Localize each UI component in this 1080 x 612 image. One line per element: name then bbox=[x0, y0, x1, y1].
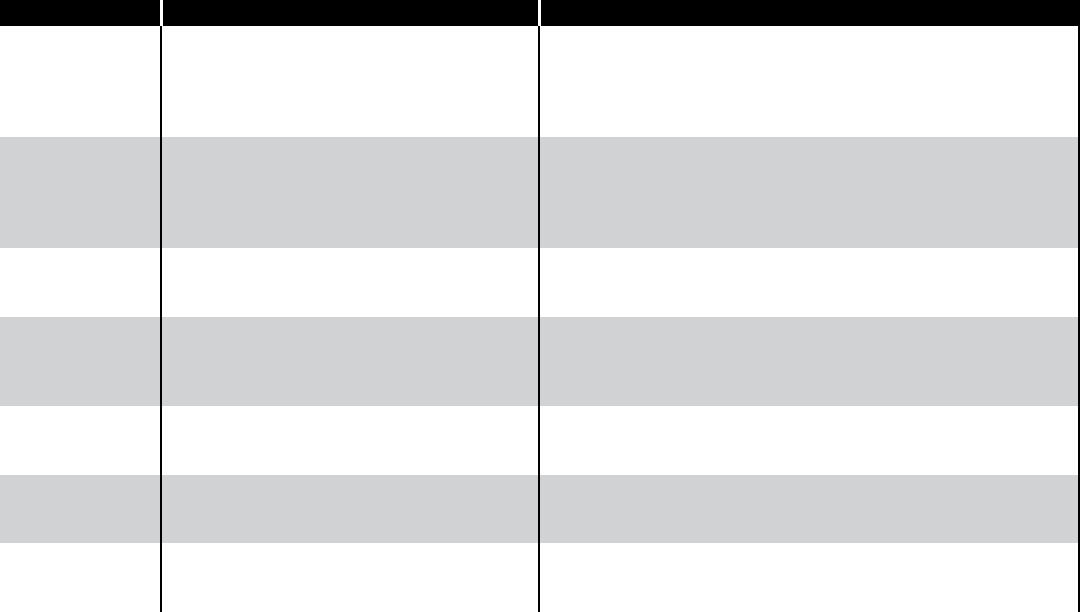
table-row bbox=[0, 26, 1080, 137]
header-cell bbox=[0, 0, 160, 26]
column-divider bbox=[538, 26, 540, 612]
table-row bbox=[0, 248, 1080, 317]
table-row bbox=[0, 406, 1080, 475]
header-cell bbox=[163, 0, 538, 26]
table-border bbox=[1078, 26, 1080, 612]
table-row bbox=[0, 317, 1080, 406]
table-row bbox=[0, 543, 1080, 612]
table-row bbox=[0, 475, 1080, 543]
header-cell bbox=[541, 0, 1080, 26]
table-row bbox=[0, 137, 1080, 248]
column-divider bbox=[160, 26, 162, 612]
